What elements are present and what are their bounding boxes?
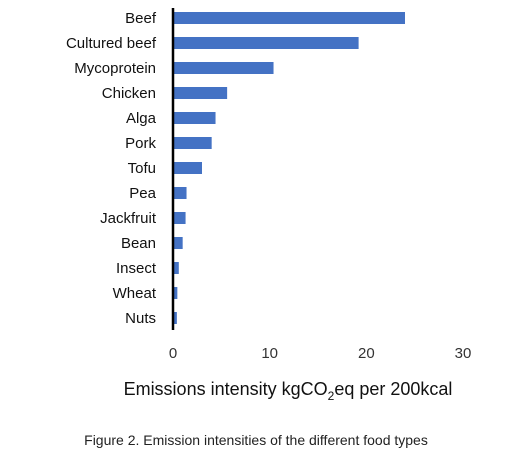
bar-alga	[173, 112, 216, 124]
bar-pork	[173, 137, 212, 149]
category-label: Insect	[116, 260, 157, 277]
bar-jackfruit	[173, 212, 186, 224]
bar-bean	[173, 237, 183, 249]
category-label: Beef	[125, 10, 157, 27]
category-label: Alga	[126, 110, 157, 127]
x-tick-label: 0	[169, 345, 177, 362]
bar-insect	[173, 262, 179, 274]
x-axis-title-prefix: Emissions intensity kgCO	[124, 379, 328, 399]
bar-wheat	[173, 287, 178, 299]
category-label: Cultured beef	[66, 35, 157, 52]
x-tick-labels-group: 0 10 20 30	[169, 345, 472, 362]
bar-chicken	[173, 87, 228, 99]
bar-tofu	[173, 162, 202, 174]
bar-nuts	[173, 312, 177, 324]
category-label: Jackfruit	[100, 210, 157, 227]
x-axis-title-subscript: 2	[328, 389, 335, 403]
category-label: Pea	[129, 185, 156, 202]
x-axis-title-suffix: eq per 200kcal	[334, 379, 452, 399]
category-label: Pork	[125, 135, 156, 152]
category-labels-group: Beef Cultured beef Mycoprotein Chicken Alga P…	[66, 10, 157, 327]
category-label: Nuts	[125, 310, 156, 327]
category-label: Chicken	[102, 85, 156, 102]
bar-pea	[173, 187, 187, 199]
bar-mycoprotein	[173, 62, 274, 74]
bar-beef	[173, 12, 405, 24]
bar-cultured-beef	[173, 37, 359, 49]
x-tick-label: 10	[261, 345, 278, 362]
bars-group	[173, 12, 405, 324]
x-tick-label: 20	[358, 345, 375, 362]
category-label: Mycoprotein	[74, 60, 156, 77]
category-label: Bean	[121, 235, 156, 252]
category-label: Tofu	[128, 160, 156, 177]
category-label: Wheat	[113, 285, 157, 302]
x-axis-title: Emissions intensity kgCO2eq per 200kcal	[124, 379, 453, 403]
emissions-bar-chart: Beef Cultured beef Mycoprotein Chicken Alga P…	[66, 8, 472, 403]
x-tick-label: 30	[455, 345, 472, 362]
figure-caption: Figure 2. Emission intensities of the di…	[84, 432, 428, 448]
